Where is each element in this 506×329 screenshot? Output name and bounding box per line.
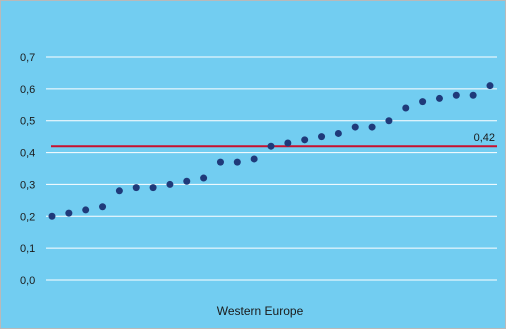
- x-axis-label: Western Europe: [217, 304, 304, 318]
- data-point: [115, 187, 123, 195]
- data-point: [486, 82, 494, 90]
- data-point: [284, 139, 292, 147]
- data-point: [351, 123, 359, 131]
- y-tick-label: 0,6: [20, 84, 35, 96]
- data-point: [334, 129, 342, 137]
- data-point: [469, 91, 477, 99]
- data-point: [301, 136, 309, 144]
- data-point: [250, 155, 258, 163]
- reference-line-label: 0,42: [474, 132, 495, 144]
- data-point: [132, 184, 140, 192]
- data-points: [48, 82, 494, 220]
- y-tick-label: 0,7: [20, 52, 35, 64]
- y-tick-label: 0,4: [20, 148, 35, 160]
- data-point: [385, 117, 393, 125]
- data-point: [65, 209, 73, 217]
- data-point: [233, 158, 241, 166]
- y-tick-label: 0,5: [20, 116, 35, 128]
- data-point: [183, 177, 191, 185]
- y-tick-label: 0,2: [20, 211, 35, 223]
- y-tick-label: 0,1: [20, 243, 35, 255]
- data-point: [82, 206, 90, 214]
- data-point: [435, 94, 443, 102]
- data-point: [200, 174, 208, 182]
- data-point: [166, 180, 174, 188]
- data-point: [419, 98, 427, 106]
- data-point: [216, 158, 224, 166]
- y-tick-label: 0,3: [20, 179, 35, 191]
- y-tick-labels: 0,0 0,1 0,2 0,3 0,4 0,5 0,6 0,7: [20, 52, 35, 287]
- grid-layer: [46, 56, 497, 281]
- data-point: [48, 212, 56, 220]
- data-point: [149, 184, 157, 192]
- data-point: [368, 123, 376, 131]
- data-point: [99, 203, 107, 211]
- data-point: [267, 142, 275, 150]
- data-point: [452, 91, 460, 99]
- data-point: [402, 104, 410, 112]
- y-tick-label: 0,0: [20, 275, 35, 287]
- data-point: [318, 133, 326, 141]
